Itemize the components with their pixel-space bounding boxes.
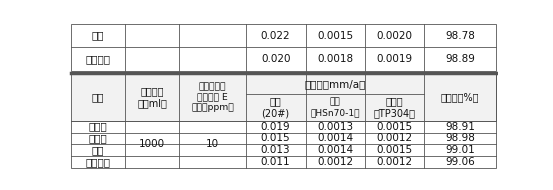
Bar [71,74,496,168]
Text: 黄钙
（HSn70-1）: 黄钙 （HSn70-1） [311,98,360,117]
Text: 0.0018: 0.0018 [317,54,353,64]
Text: 0.0012: 0.0012 [377,134,413,143]
Text: 98.89: 98.89 [445,54,475,64]
Text: 99.06: 99.06 [445,157,475,167]
Text: 0.0012: 0.0012 [317,157,353,167]
Text: 地表水: 地表水 [88,134,107,143]
Text: 碳钙
(20#): 碳钙 (20#) [262,97,290,118]
Text: 0.0013: 0.0013 [317,122,353,131]
Text: 阻垒率（%）: 阻垒率（%） [441,92,479,102]
Text: 0.011: 0.011 [261,157,290,167]
Text: 0.019: 0.019 [261,122,290,131]
Text: 99.01: 99.01 [445,145,475,155]
Text: 0.0014: 0.0014 [317,145,353,155]
Text: 98.78: 98.78 [445,31,475,40]
Text: 不锈钙
（TP304）: 不锈钙 （TP304） [374,97,416,118]
Text: 0.020: 0.020 [261,54,290,64]
Text: 0.0015: 0.0015 [317,31,353,40]
Text: 0.022: 0.022 [261,31,290,40]
Text: 0.015: 0.015 [261,134,290,143]
Text: 0.0020: 0.0020 [377,31,413,40]
Text: 98.98: 98.98 [445,134,475,143]
Bar [71,24,496,71]
Text: 0.0019: 0.0019 [377,54,413,64]
Text: 加入无磷缓
蚀阻垒剂 E
剂量（ppm）: 加入无磷缓 蚀阻垒剂 E 剂量（ppm） [191,82,234,112]
Text: 腐蚀率（mm/a）: 腐蚀率（mm/a） [304,79,366,89]
Text: 0.0015: 0.0015 [377,145,413,155]
Text: 1000: 1000 [139,139,165,150]
Text: 编号: 编号 [92,92,104,102]
Text: 实验用水
量（ml）: 实验用水 量（ml） [137,86,167,108]
Text: 0.013: 0.013 [261,145,290,155]
Text: 0.0015: 0.0015 [377,122,413,131]
Text: 城市中水: 城市中水 [85,157,110,167]
Text: 0.0012: 0.0012 [377,157,413,167]
Text: 10: 10 [206,139,219,150]
Text: 河水: 河水 [92,145,104,155]
Text: 河水: 河水 [92,31,104,40]
Text: 98.91: 98.91 [445,122,475,131]
Text: 城市中水: 城市中水 [85,54,110,64]
Text: 0.0014: 0.0014 [317,134,353,143]
Bar [71,74,496,121]
Text: 地下水: 地下水 [88,122,107,131]
Bar [71,74,496,121]
